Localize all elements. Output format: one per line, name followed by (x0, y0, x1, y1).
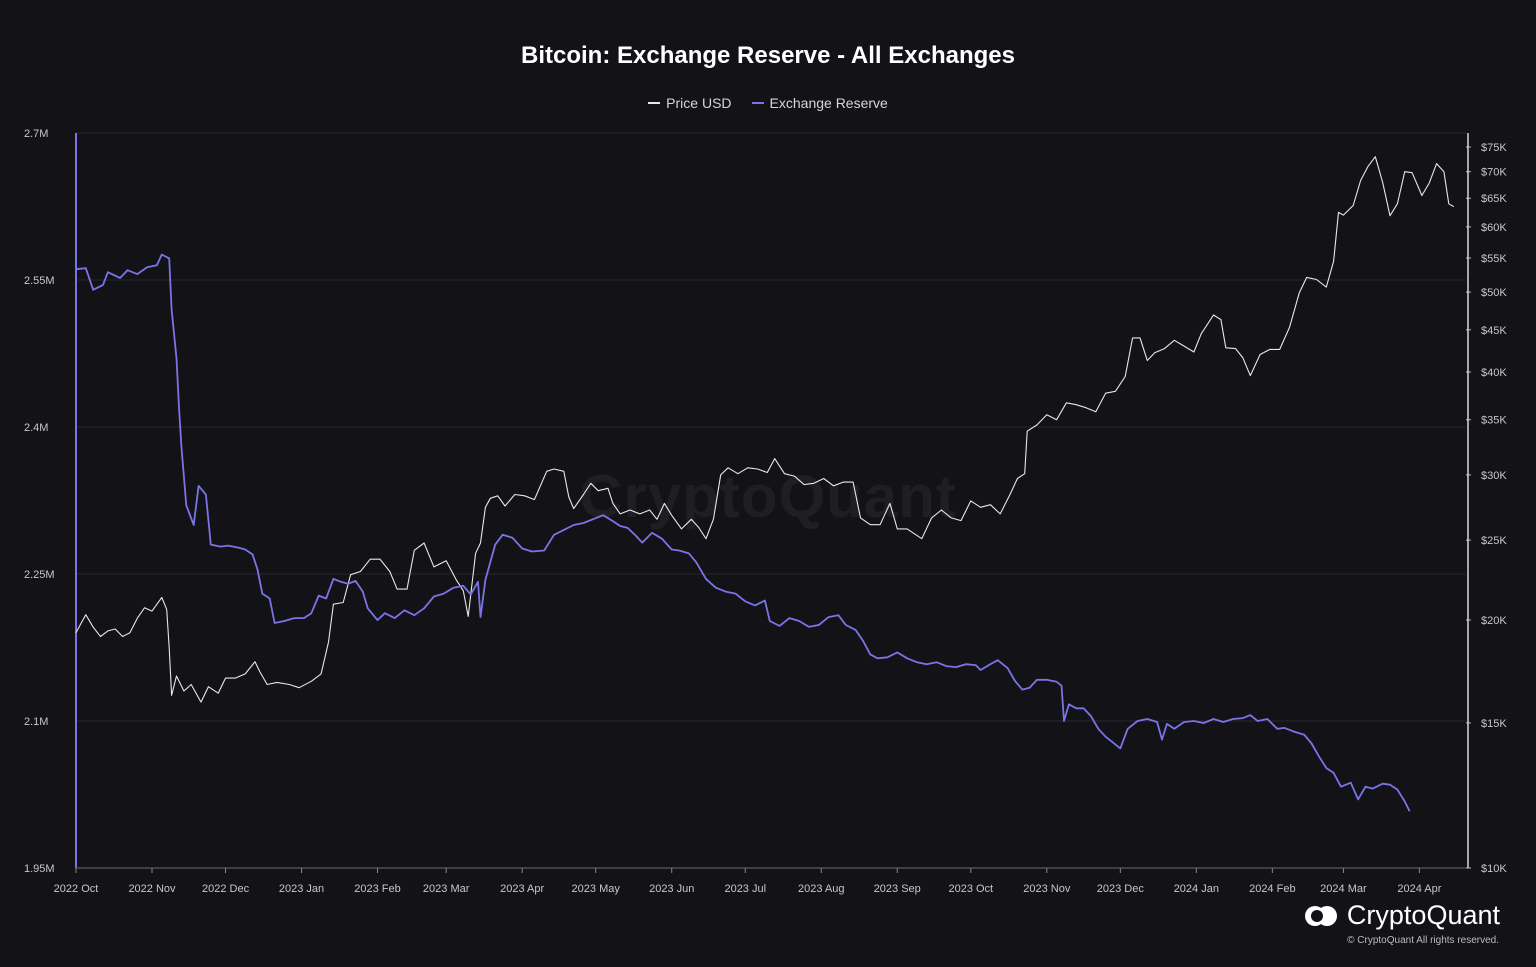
x-tick-label: 2023 Apr (500, 883, 544, 895)
brand-name: CryptoQuant (1346, 900, 1500, 930)
x-tick-label: 2023 May (572, 883, 621, 895)
right-tick-label: $30K (1481, 470, 1507, 482)
right-tick-label: $10K (1481, 863, 1507, 875)
x-tick-label: 2023 Sep (874, 883, 921, 895)
chart-title: Bitcoin: Exchange Reserve - All Exchange… (521, 42, 1015, 69)
right-tick-label: $65K (1481, 193, 1507, 205)
x-tick-label: 2023 Mar (423, 883, 470, 895)
x-tick-label: 2022 Nov (128, 883, 176, 895)
right-tick-label: $60K (1481, 222, 1507, 234)
right-tick-label: $55K (1481, 253, 1507, 265)
copyright-text: © CryptoQuant All rights reserved. (1347, 935, 1499, 946)
right-tick-label: $75K (1481, 142, 1507, 154)
x-tick-label: 2024 Apr (1397, 883, 1441, 895)
x-tick-label: 2023 Nov (1023, 883, 1071, 895)
right-tick-label: $25K (1481, 535, 1507, 547)
brand-logo-block: CryptoQuant (1304, 900, 1500, 931)
right-tick-label: $70K (1481, 167, 1507, 179)
x-tick-label: 2023 Jan (279, 883, 324, 895)
price-usd-line (75, 156, 1454, 703)
watermark: CryptoQuant (579, 463, 957, 530)
x-tick-label: 2023 Dec (1097, 883, 1145, 895)
x-axis: 2022 Oct 2022 Nov 2022 Dec 2023 Jan 2023 Feb… (54, 867, 1466, 895)
x-tick-label: 2024 Feb (1249, 883, 1295, 895)
legend-swatch-reserve (751, 102, 764, 104)
x-tick-label: 2024 Mar (1320, 883, 1367, 895)
cryptoquant-logo-icon (1304, 904, 1339, 928)
right-tick-label: $20K (1481, 615, 1507, 627)
right-tick-label: $15K (1481, 718, 1507, 730)
right-axis: $75K $70K $65K $60K $55K $50K $45K $40K $35K $30K… (1466, 133, 1507, 875)
left-tick-label: 2.25M (24, 569, 55, 581)
series-layer (75, 156, 1454, 812)
x-tick-label: 2024 Jan (1174, 883, 1219, 895)
x-tick-label: 2023 Jul (724, 883, 766, 895)
legend: Price USD Exchange Reserve (0, 95, 1536, 111)
x-tick-label: 2022 Dec (202, 883, 250, 895)
x-tick-label: 2023 Oct (948, 883, 993, 895)
legend-label-price: Price USD (666, 95, 732, 111)
left-tick-label: 1.95M (24, 863, 55, 875)
left-tick-label: 2.7M (24, 128, 48, 140)
left-tick-label: 2.4M (24, 422, 48, 434)
right-tick-label: $50K (1481, 287, 1507, 299)
legend-item-reserve[interactable]: Exchange Reserve (751, 95, 888, 111)
x-tick-label: 2023 Jun (649, 883, 694, 895)
grid-lines (76, 132, 1466, 869)
legend-label-reserve: Exchange Reserve (769, 95, 888, 111)
left-tick-label: 2.1M (24, 716, 48, 728)
right-tick-label: $40K (1481, 367, 1507, 379)
x-tick-label: 2022 Oct (54, 883, 99, 895)
legend-swatch-price (648, 102, 661, 104)
exchange-reserve-line (75, 253, 1411, 812)
legend-item-price[interactable]: Price USD (648, 95, 732, 111)
left-axis: 2.7M 2.55M 2.4M 2.25M 2.1M 1.95M (24, 128, 77, 875)
x-tick-label: 2023 Feb (354, 883, 400, 895)
right-tick-label: $45K (1481, 325, 1507, 337)
x-tick-label: 2023 Aug (798, 883, 845, 895)
right-tick-label: $35K (1481, 415, 1507, 427)
left-tick-label: 2.55M (24, 275, 55, 287)
